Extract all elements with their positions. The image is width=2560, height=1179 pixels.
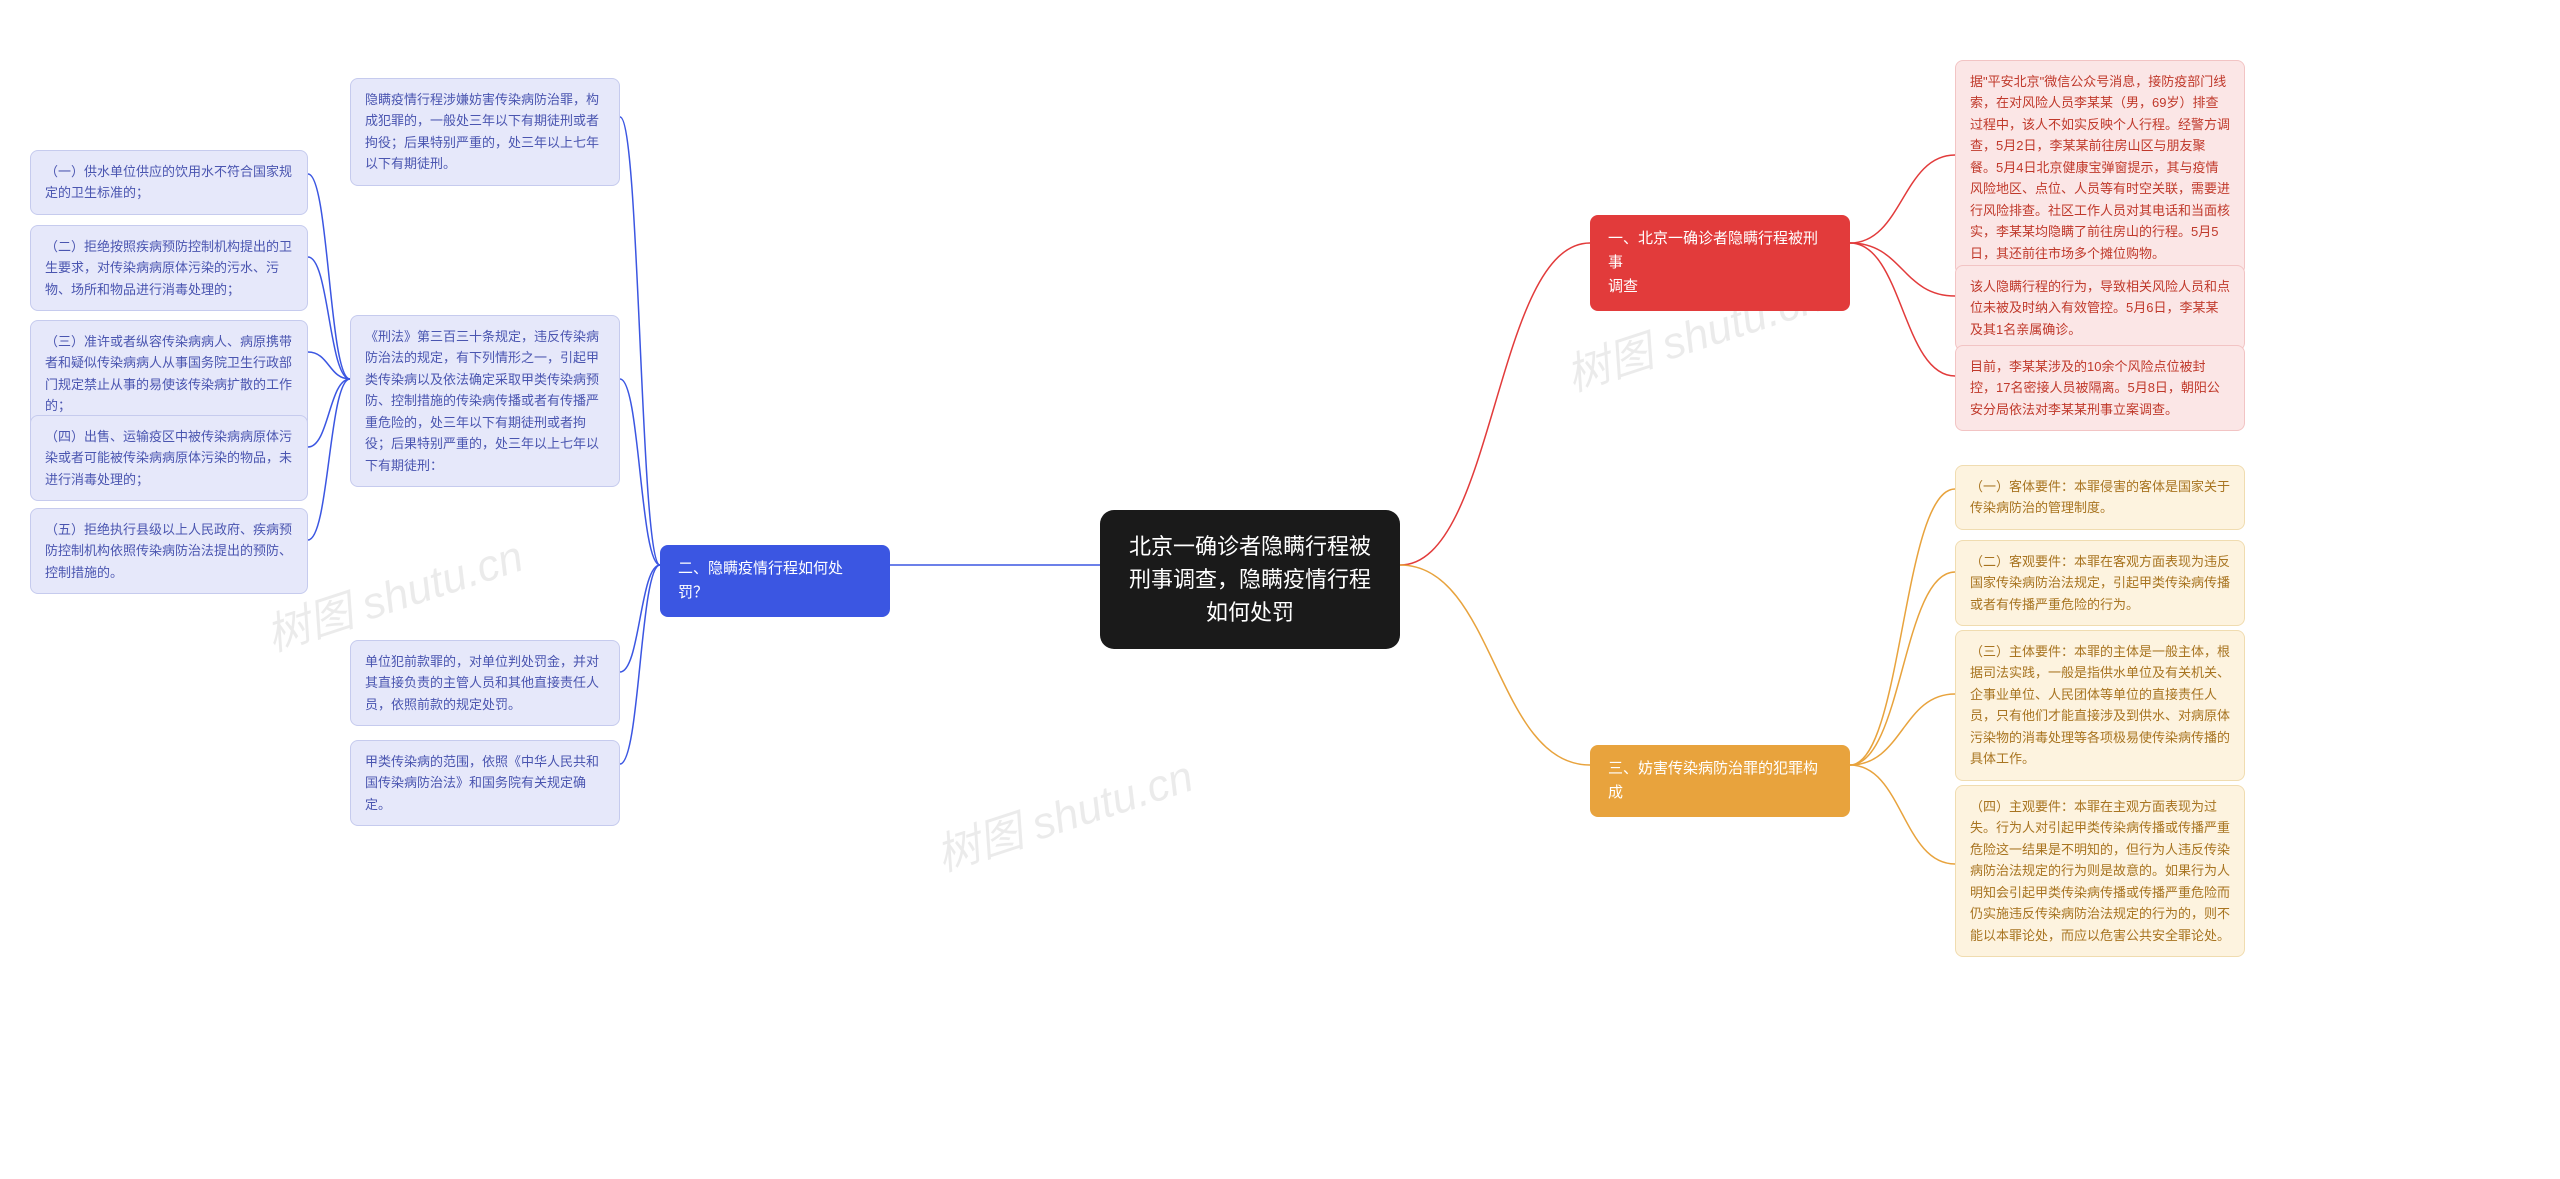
leaf-node: （二）拒绝按照疾病预防控制机构提出的卫生要求，对传染病病原体污染的污水、污物、场…	[30, 225, 308, 311]
leaf-node: （五）拒绝执行县级以上人民政府、疾病预防控制机构依照传染病防治法提出的预防、控制…	[30, 508, 308, 594]
branch-node: 三、妨害传染病防治罪的犯罪构成	[1590, 745, 1850, 817]
leaf-node: 单位犯前款罪的，对单位判处罚金，并对其直接负责的主管人员和其他直接责任人员，依照…	[350, 640, 620, 726]
leaf-node: 隐瞒疫情行程涉嫌妨害传染病防治罪，构成犯罪的，一般处三年以下有期徒刑或者拘役；后…	[350, 78, 620, 186]
watermark: 树图 shutu.cn	[927, 740, 1200, 883]
branch-node: 二、隐瞒疫情行程如何处罚？	[660, 545, 890, 617]
leaf-node: （一）供水单位供应的饮用水不符合国家规定的卫生标准的；	[30, 150, 308, 215]
leaf-node: （四）出售、运输疫区中被传染病病原体污染或者可能被传染病病原体污染的物品，未进行…	[30, 415, 308, 501]
root-node: 北京一确诊者隐瞒行程被刑事调查，隐瞒疫情行程如何处罚	[1100, 510, 1400, 649]
leaf-node: （二）客观要件：本罪在客观方面表现为违反国家传染病防治法规定，引起甲类传染病传播…	[1955, 540, 2245, 626]
leaf-node: 该人隐瞒行程的行为，导致相关风险人员和点位未被及时纳入有效管控。5月6日，李某某…	[1955, 265, 2245, 351]
leaf-node: 甲类传染病的范围，依照《中华人民共和国传染病防治法》和国务院有关规定确定。	[350, 740, 620, 826]
leaf-node: （三）主体要件：本罪的主体是一般主体，根据司法实践，一般是指供水单位及有关机关、…	[1955, 630, 2245, 781]
leaf-node: 据"平安北京"微信公众号消息，接防疫部门线索，在对风险人员李某某（男，69岁）排…	[1955, 60, 2245, 275]
leaf-node: （四）主观要件：本罪在主观方面表现为过失。行为人对引起甲类传染病传播或传播严重危…	[1955, 785, 2245, 957]
branch-node: 一、北京一确诊者隐瞒行程被刑事调查	[1590, 215, 1850, 311]
leaf-node: 《刑法》第三百三十条规定，违反传染病防治法的规定，有下列情形之一，引起甲类传染病…	[350, 315, 620, 487]
leaf-node: （一）客体要件：本罪侵害的客体是国家关于传染病防治的管理制度。	[1955, 465, 2245, 530]
leaf-node: 目前，李某某涉及的10余个风险点位被封控，17名密接人员被隔离。5月8日，朝阳公…	[1955, 345, 2245, 431]
leaf-node: （三）准许或者纵容传染病病人、病原携带者和疑似传染病病人从事国务院卫生行政部门规…	[30, 320, 308, 428]
